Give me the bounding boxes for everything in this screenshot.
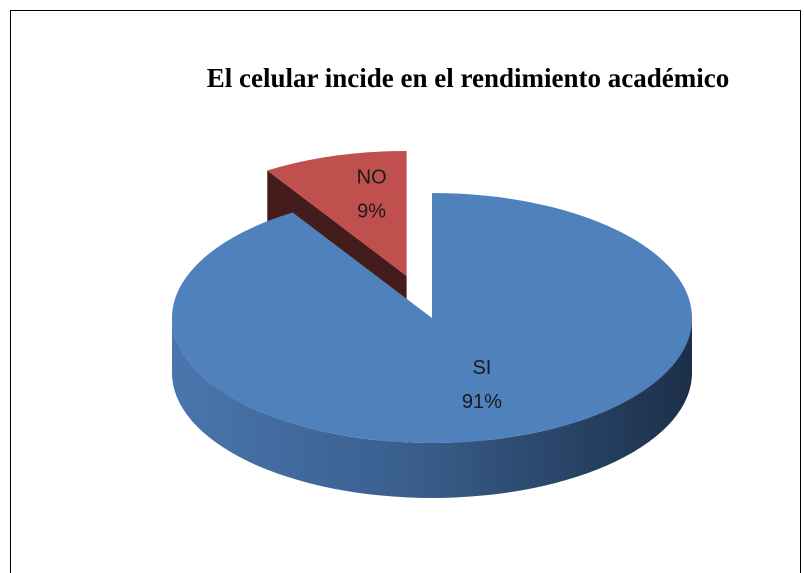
- chart-title: El celular incide en el rendimiento acad…: [207, 63, 729, 93]
- data-label-value: 91%: [462, 391, 502, 413]
- data-label-value: 9%: [357, 201, 386, 223]
- slice-side: [172, 318, 692, 498]
- slice: [172, 193, 693, 443]
- data-label-category: NO: [357, 167, 387, 189]
- slice: [267, 150, 407, 276]
- chart-frame: [10, 10, 801, 573]
- data-label-category: SI: [472, 357, 491, 379]
